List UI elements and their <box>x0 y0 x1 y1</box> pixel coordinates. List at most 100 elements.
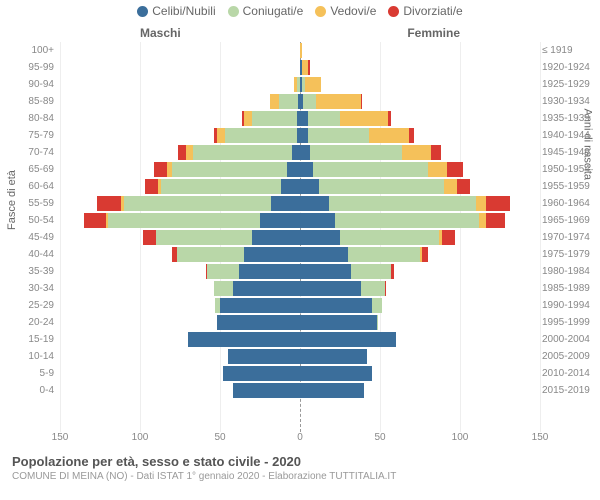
female-bar <box>300 349 367 364</box>
chart-area: 100+≤ 191995-991920-192490-941925-192985… <box>60 42 540 432</box>
male-bar <box>217 315 300 330</box>
age-label: 100+ <box>10 42 54 59</box>
age-row: 60-641955-1959 <box>60 178 540 195</box>
year-label: 1975-1979 <box>542 246 594 263</box>
bar-segment <box>156 230 252 245</box>
age-row: 40-441975-1979 <box>60 246 540 263</box>
year-label: 1980-1984 <box>542 263 594 280</box>
legend-item: Vedovi/e <box>315 4 376 18</box>
female-bar <box>300 94 362 109</box>
female-bar <box>300 315 378 330</box>
bar-segment <box>300 264 351 279</box>
bar-segment <box>252 111 297 126</box>
bar-segment <box>300 179 319 194</box>
bar-segment <box>143 230 156 245</box>
age-row: 10-142005-2009 <box>60 348 540 365</box>
legend-swatch <box>388 6 399 17</box>
bar-segment <box>444 179 457 194</box>
female-bar <box>300 162 463 177</box>
bar-segment <box>161 179 281 194</box>
age-label: 40-44 <box>10 246 54 263</box>
male-bar <box>215 298 300 313</box>
age-label: 65-69 <box>10 161 54 178</box>
x-tick: 100 <box>132 432 149 443</box>
grid-line <box>540 42 541 432</box>
age-label: 95-99 <box>10 59 54 76</box>
male-bar <box>270 94 300 109</box>
bar-segment <box>348 247 420 262</box>
x-axis: 15010050050100150 <box>60 432 540 452</box>
bar-segment <box>431 145 441 160</box>
age-row: 55-591960-1964 <box>60 195 540 212</box>
age-label: 10-14 <box>10 348 54 365</box>
age-row: 30-341985-1989 <box>60 280 540 297</box>
male-bar <box>84 213 300 228</box>
bar-segment <box>233 281 300 296</box>
bar-segment <box>228 349 300 364</box>
female-bar <box>300 366 372 381</box>
legend-label: Vedovi/e <box>330 4 376 18</box>
year-label: 2000-2004 <box>542 331 594 348</box>
bar-segment <box>300 128 308 143</box>
bar-segment <box>377 315 379 330</box>
x-tick: 50 <box>374 432 385 443</box>
male-bar <box>154 162 300 177</box>
bar-segment <box>244 247 300 262</box>
year-label: 1940-1944 <box>542 127 594 144</box>
bar-segment <box>287 162 300 177</box>
age-row: 70-741945-1949 <box>60 144 540 161</box>
bar-segment <box>300 196 329 211</box>
age-row: 80-841935-1939 <box>60 110 540 127</box>
bar-segment <box>409 128 414 143</box>
age-label: 85-89 <box>10 93 54 110</box>
age-label: 30-34 <box>10 280 54 297</box>
bar-segment <box>308 111 340 126</box>
male-header: Maschi <box>140 26 181 40</box>
female-bar <box>300 281 386 296</box>
x-tick: 100 <box>452 432 469 443</box>
male-bar <box>178 145 300 160</box>
legend-label: Celibi/Nubili <box>152 4 215 18</box>
age-row: 50-541965-1969 <box>60 212 540 229</box>
bar-segment <box>97 196 121 211</box>
bar-segment <box>447 162 463 177</box>
bar-segment <box>385 281 387 296</box>
bar-segment <box>388 111 391 126</box>
bar-segment <box>486 196 510 211</box>
bar-segment <box>369 128 409 143</box>
bar-segment <box>303 94 316 109</box>
female-bar <box>300 332 396 347</box>
year-label: 1925-1929 <box>542 76 594 93</box>
bar-segment <box>84 213 106 228</box>
female-bar <box>300 145 441 160</box>
bar-segment <box>300 213 335 228</box>
age-label: 25-29 <box>10 297 54 314</box>
year-label: 1955-1959 <box>542 178 594 195</box>
year-label: 1960-1964 <box>542 195 594 212</box>
male-bar <box>242 111 300 126</box>
bar-segment <box>308 60 310 75</box>
bar-segment <box>300 43 302 58</box>
bar-segment <box>402 145 431 160</box>
bar-segment <box>145 179 158 194</box>
bar-segment <box>428 162 447 177</box>
bar-segment <box>372 298 382 313</box>
bar-segment <box>220 298 300 313</box>
legend-item: Divorziati/e <box>388 4 462 18</box>
bar-segment <box>271 196 300 211</box>
bar-segment <box>292 145 300 160</box>
female-bar <box>300 77 321 92</box>
legend-swatch <box>137 6 148 17</box>
legend-item: Celibi/Nubili <box>137 4 215 18</box>
year-label: 1970-1974 <box>542 229 594 246</box>
male-bar <box>228 349 300 364</box>
bar-segment <box>391 264 394 279</box>
age-label: 55-59 <box>10 195 54 212</box>
year-label: 2015-2019 <box>542 382 594 399</box>
male-bar <box>143 230 300 245</box>
bar-segment <box>310 145 403 160</box>
female-bar <box>300 230 455 245</box>
bar-segment <box>300 230 340 245</box>
bar-segment <box>351 264 391 279</box>
bar-segment <box>300 281 361 296</box>
